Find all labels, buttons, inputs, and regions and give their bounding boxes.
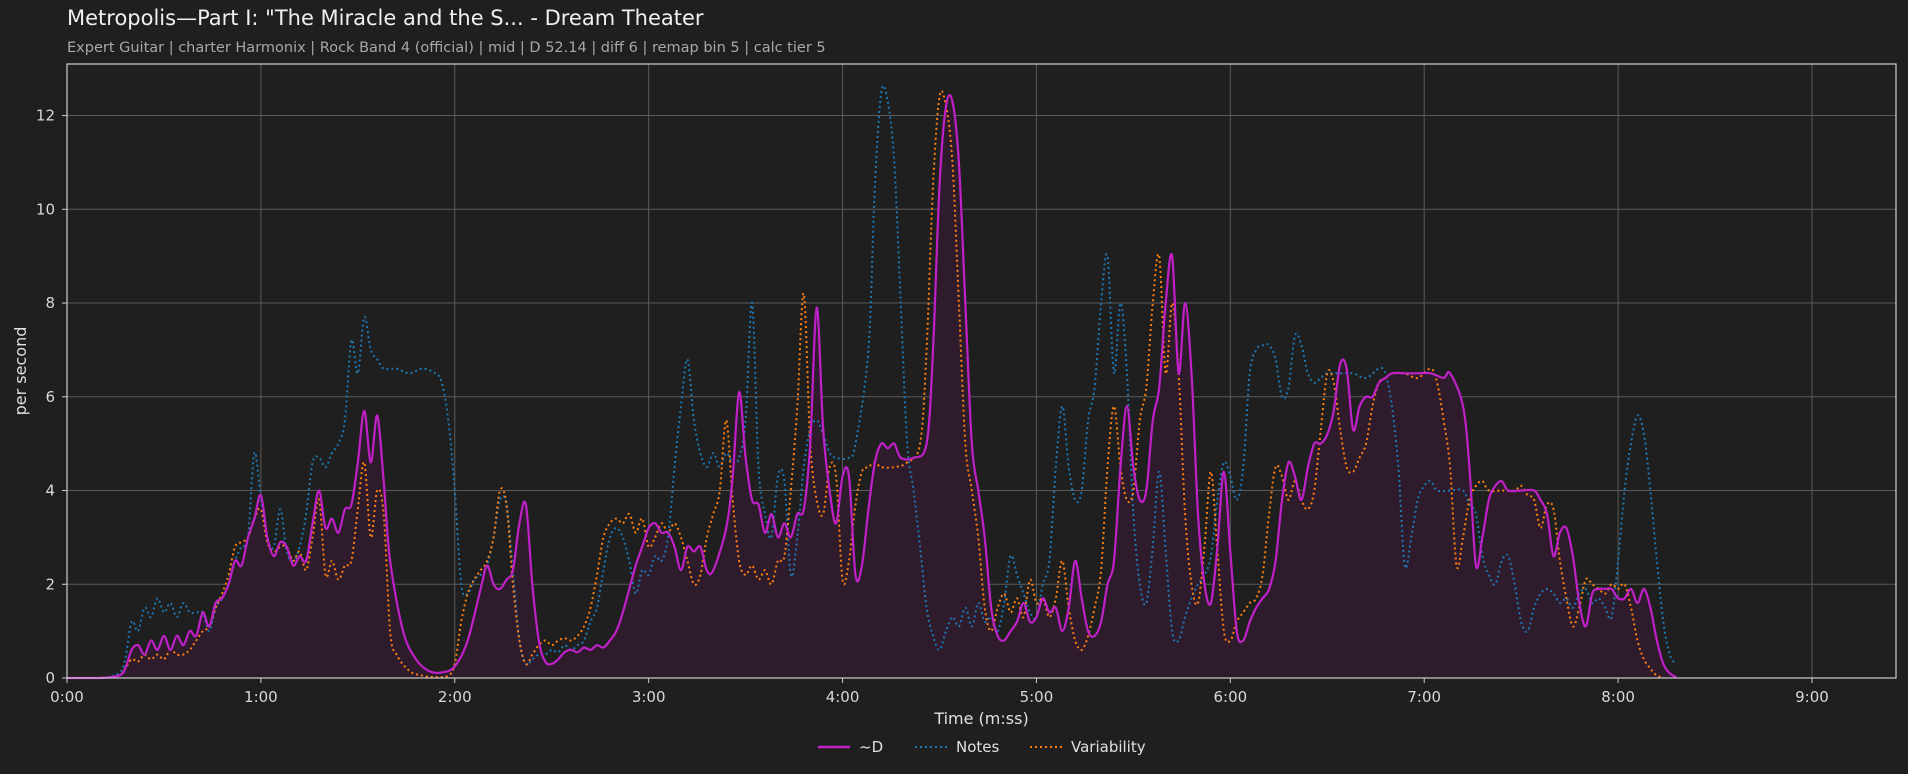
x-ticks: 0:00 1:00 2:00 3:00 4:00 5:00 6:00 7:00 8:00 9:00 bbox=[50, 678, 1829, 706]
series-line-notes bbox=[67, 84, 1678, 679]
x-tick-label: 1:00 bbox=[244, 688, 278, 706]
series-line-d bbox=[67, 93, 1677, 680]
x-tick-label: 0:00 bbox=[50, 688, 84, 706]
x-tick-label: 7:00 bbox=[1407, 688, 1441, 706]
x-tick-label: 6:00 bbox=[1213, 688, 1247, 706]
y-axis-label: per second bbox=[11, 327, 30, 416]
x-tick-label: 4:00 bbox=[826, 688, 860, 706]
y-tick-label: 4 bbox=[45, 482, 55, 500]
plot-frame bbox=[66, 63, 1897, 679]
legend-label-variability: Variability bbox=[1071, 738, 1146, 756]
d-area-fill bbox=[67, 94, 1677, 678]
x-tick-label: 3:00 bbox=[632, 688, 666, 706]
chart-title: Metropolis—Part I: "The Miracle and the … bbox=[67, 6, 704, 30]
y-tick-label: 12 bbox=[36, 107, 55, 125]
x-axis-label: Time (m:ss) bbox=[933, 709, 1028, 728]
x-tick-label: 2:00 bbox=[438, 688, 472, 706]
y-tick-label: 8 bbox=[45, 294, 55, 312]
y-tick-label: 2 bbox=[45, 575, 55, 593]
y-tick-label: 10 bbox=[36, 200, 55, 218]
y-ticks: 0 2 4 6 8 10 12 bbox=[36, 107, 67, 687]
x-tick-label: 9:00 bbox=[1795, 688, 1829, 706]
y-tick-label: 6 bbox=[45, 388, 55, 406]
d-area bbox=[67, 94, 1677, 678]
legend-label-d: ~D bbox=[859, 738, 883, 756]
x-tick-label: 5:00 bbox=[1020, 688, 1054, 706]
y-tick-label: 0 bbox=[45, 669, 55, 687]
legend: ~D Notes Variability bbox=[818, 738, 1146, 756]
legend-label-notes: Notes bbox=[956, 738, 1000, 756]
series-lines bbox=[67, 84, 1678, 680]
x-tick-label: 8:00 bbox=[1601, 688, 1635, 706]
chart-subtitle: Expert Guitar | charter Harmonix | Rock … bbox=[67, 40, 826, 56]
